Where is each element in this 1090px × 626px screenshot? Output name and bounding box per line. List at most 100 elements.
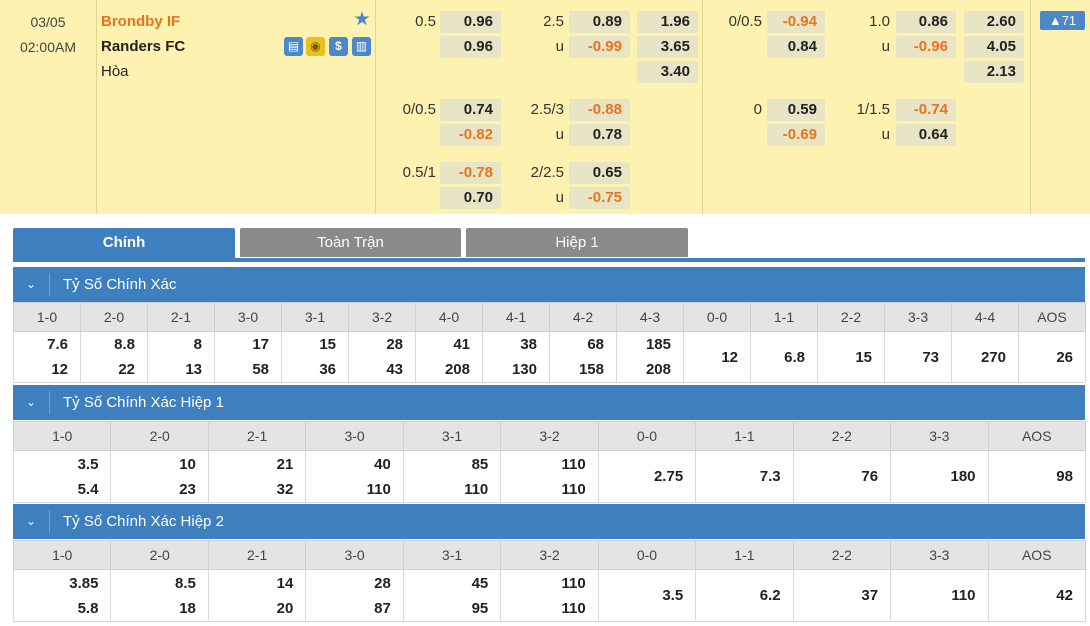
score-odds-cell[interactable]: 26 <box>1018 331 1086 383</box>
away-score-odds[interactable]: 110 <box>561 480 586 498</box>
away-score-odds[interactable]: 110 <box>366 480 391 498</box>
score-odds-cell[interactable]: 68 158 <box>549 331 617 383</box>
dollar-icon[interactable]: $ <box>329 37 348 56</box>
odds-value-button[interactable]: 0.86 <box>896 11 956 33</box>
away-score-odds[interactable]: 5.8 <box>77 599 99 617</box>
score-odds-cell[interactable]: 185 208 <box>616 331 684 383</box>
score-odds-cell[interactable]: 10 23 <box>110 450 209 503</box>
home-score-odds[interactable]: 28 <box>374 574 391 592</box>
score-odds-cell[interactable]: 3.5 <box>597 569 697 622</box>
away-score-odds[interactable]: 110 <box>464 480 489 498</box>
score-odds-cell[interactable]: 45 95 <box>402 569 502 622</box>
score-odds-cell[interactable]: 110 110 <box>500 450 599 503</box>
odds-value-button[interactable]: 0.96 <box>440 11 501 33</box>
home-score-odds[interactable]: 68 <box>587 336 604 353</box>
odds-value-button[interactable]: 3.65 <box>637 36 698 58</box>
home-score-odds[interactable]: 8.5 <box>175 574 196 592</box>
odds-value-button[interactable]: -0.94 <box>767 11 825 33</box>
odds-value-button[interactable]: -0.75 <box>569 187 630 209</box>
score-odds-cell[interactable]: 17 58 <box>214 331 282 383</box>
tab-main[interactable]: Chính <box>13 228 235 262</box>
away-score-odds[interactable]: 58 <box>252 361 269 378</box>
chart-icon[interactable]: ▥ <box>352 37 371 56</box>
score-odds-cell[interactable]: 6.8 <box>750 331 818 383</box>
home-score-odds[interactable]: 110 <box>561 574 586 592</box>
odds-value-button[interactable]: 0.78 <box>569 124 630 146</box>
odds-value-button[interactable]: 0.64 <box>896 124 956 146</box>
chevron-down-icon[interactable]: ⌄ <box>25 395 37 409</box>
score-odds-cell[interactable]: 2.75 <box>597 450 697 503</box>
chevron-down-icon[interactable]: ⌄ <box>25 277 37 291</box>
odds-value-button[interactable]: 0.96 <box>440 36 501 58</box>
home-score-odds[interactable]: 7.6 <box>47 336 68 353</box>
odds-value-button[interactable]: 0.70 <box>440 187 501 209</box>
away-score-odds[interactable]: 110 <box>561 599 586 617</box>
home-score-odds[interactable]: 17 <box>252 336 269 353</box>
tab-first-half[interactable]: Hiệp 1 <box>466 228 688 257</box>
score-odds-cell[interactable]: 8.8 22 <box>80 331 148 383</box>
tab-full-match[interactable]: Toàn Trận <box>240 228 461 257</box>
score-odds-cell[interactable]: 6.2 <box>695 569 794 622</box>
home-score-odds[interactable]: 15 <box>319 336 336 353</box>
away-score-odds[interactable]: 12 <box>51 361 68 378</box>
score-odds-cell[interactable]: 7.6 12 <box>13 331 81 383</box>
away-score-odds[interactable]: 18 <box>179 599 196 617</box>
odds-value-button[interactable]: -0.78 <box>440 162 501 184</box>
section-header-correct-score-h2[interactable]: ⌄ Tỷ Số Chính Xác Hiệp 2 <box>13 504 1085 539</box>
more-odds-button[interactable]: ▲71 <box>1040 11 1085 30</box>
section-header-correct-score[interactable]: ⌄ Tỷ Số Chính Xác <box>13 267 1085 302</box>
odds-value-button[interactable]: -0.99 <box>569 36 630 58</box>
odds-value-button[interactable]: -0.88 <box>569 99 630 121</box>
away-team[interactable]: Randers FC <box>101 38 186 55</box>
score-odds-cell[interactable]: 15 36 <box>281 331 349 383</box>
home-score-odds[interactable]: 3.85 <box>69 574 99 592</box>
score-odds-cell[interactable]: 3.5 5.4 <box>12 450 112 503</box>
odds-value-button[interactable]: 0.84 <box>767 36 825 58</box>
away-score-odds[interactable]: 130 <box>511 361 537 378</box>
score-odds-cell[interactable]: 3.85 5.8 <box>12 569 112 622</box>
score-odds-cell[interactable]: 12 <box>683 331 751 383</box>
home-score-odds[interactable]: 21 <box>276 455 294 473</box>
away-score-odds[interactable]: 43 <box>386 361 403 378</box>
home-score-odds[interactable]: 10 <box>179 455 196 473</box>
away-score-odds[interactable]: 208 <box>645 361 671 378</box>
score-odds-cell[interactable]: 28 87 <box>305 569 404 622</box>
away-score-odds[interactable]: 87 <box>374 599 391 617</box>
score-odds-cell[interactable]: 8.5 18 <box>110 569 209 622</box>
score-odds-cell[interactable]: 41 208 <box>415 331 483 383</box>
home-score-odds[interactable]: 40 <box>374 455 391 473</box>
score-odds-cell[interactable]: 28 43 <box>348 331 416 383</box>
away-score-odds[interactable]: 23 <box>179 480 196 498</box>
score-odds-cell[interactable]: 15 <box>817 331 885 383</box>
odds-value-button[interactable]: 0.65 <box>569 162 630 184</box>
score-odds-cell[interactable]: 37 <box>792 569 892 622</box>
odds-value-button[interactable]: 2.60 <box>964 11 1024 33</box>
home-score-odds[interactable]: 38 <box>520 336 537 353</box>
home-score-odds[interactable]: 14 <box>276 574 294 592</box>
score-odds-cell[interactable]: 42 <box>987 569 1086 622</box>
away-score-odds[interactable]: 208 <box>444 361 470 378</box>
score-odds-cell[interactable]: 21 32 <box>207 450 307 503</box>
away-score-odds[interactable]: 158 <box>578 361 604 378</box>
home-score-odds[interactable]: 110 <box>561 455 586 473</box>
home-score-odds[interactable]: 45 <box>471 574 489 592</box>
score-odds-cell[interactable]: 38 130 <box>482 331 550 383</box>
favorite-star-icon[interactable]: ★ <box>353 9 371 30</box>
score-odds-cell[interactable]: 98 <box>987 450 1086 503</box>
away-score-odds[interactable]: 36 <box>319 361 336 378</box>
home-score-odds[interactable]: 8.8 <box>114 336 135 353</box>
away-score-odds[interactable]: 32 <box>276 480 294 498</box>
home-score-odds[interactable]: 3.5 <box>77 455 99 473</box>
odds-value-button[interactable]: -0.74 <box>896 99 956 121</box>
away-score-odds[interactable]: 5.4 <box>77 480 99 498</box>
odds-value-button[interactable]: -0.82 <box>440 124 501 146</box>
score-odds-cell[interactable]: 76 <box>792 450 892 503</box>
score-odds-cell[interactable]: 180 <box>890 450 989 503</box>
chevron-down-icon[interactable]: ⌄ <box>25 514 37 528</box>
odds-value-button[interactable]: 0.59 <box>767 99 825 121</box>
home-score-odds[interactable]: 28 <box>386 336 403 353</box>
score-odds-cell[interactable]: 7.3 <box>695 450 794 503</box>
odds-value-button[interactable]: 0.74 <box>440 99 501 121</box>
score-odds-cell[interactable]: 85 110 <box>402 450 502 503</box>
score-odds-cell[interactable]: 40 110 <box>305 450 404 503</box>
